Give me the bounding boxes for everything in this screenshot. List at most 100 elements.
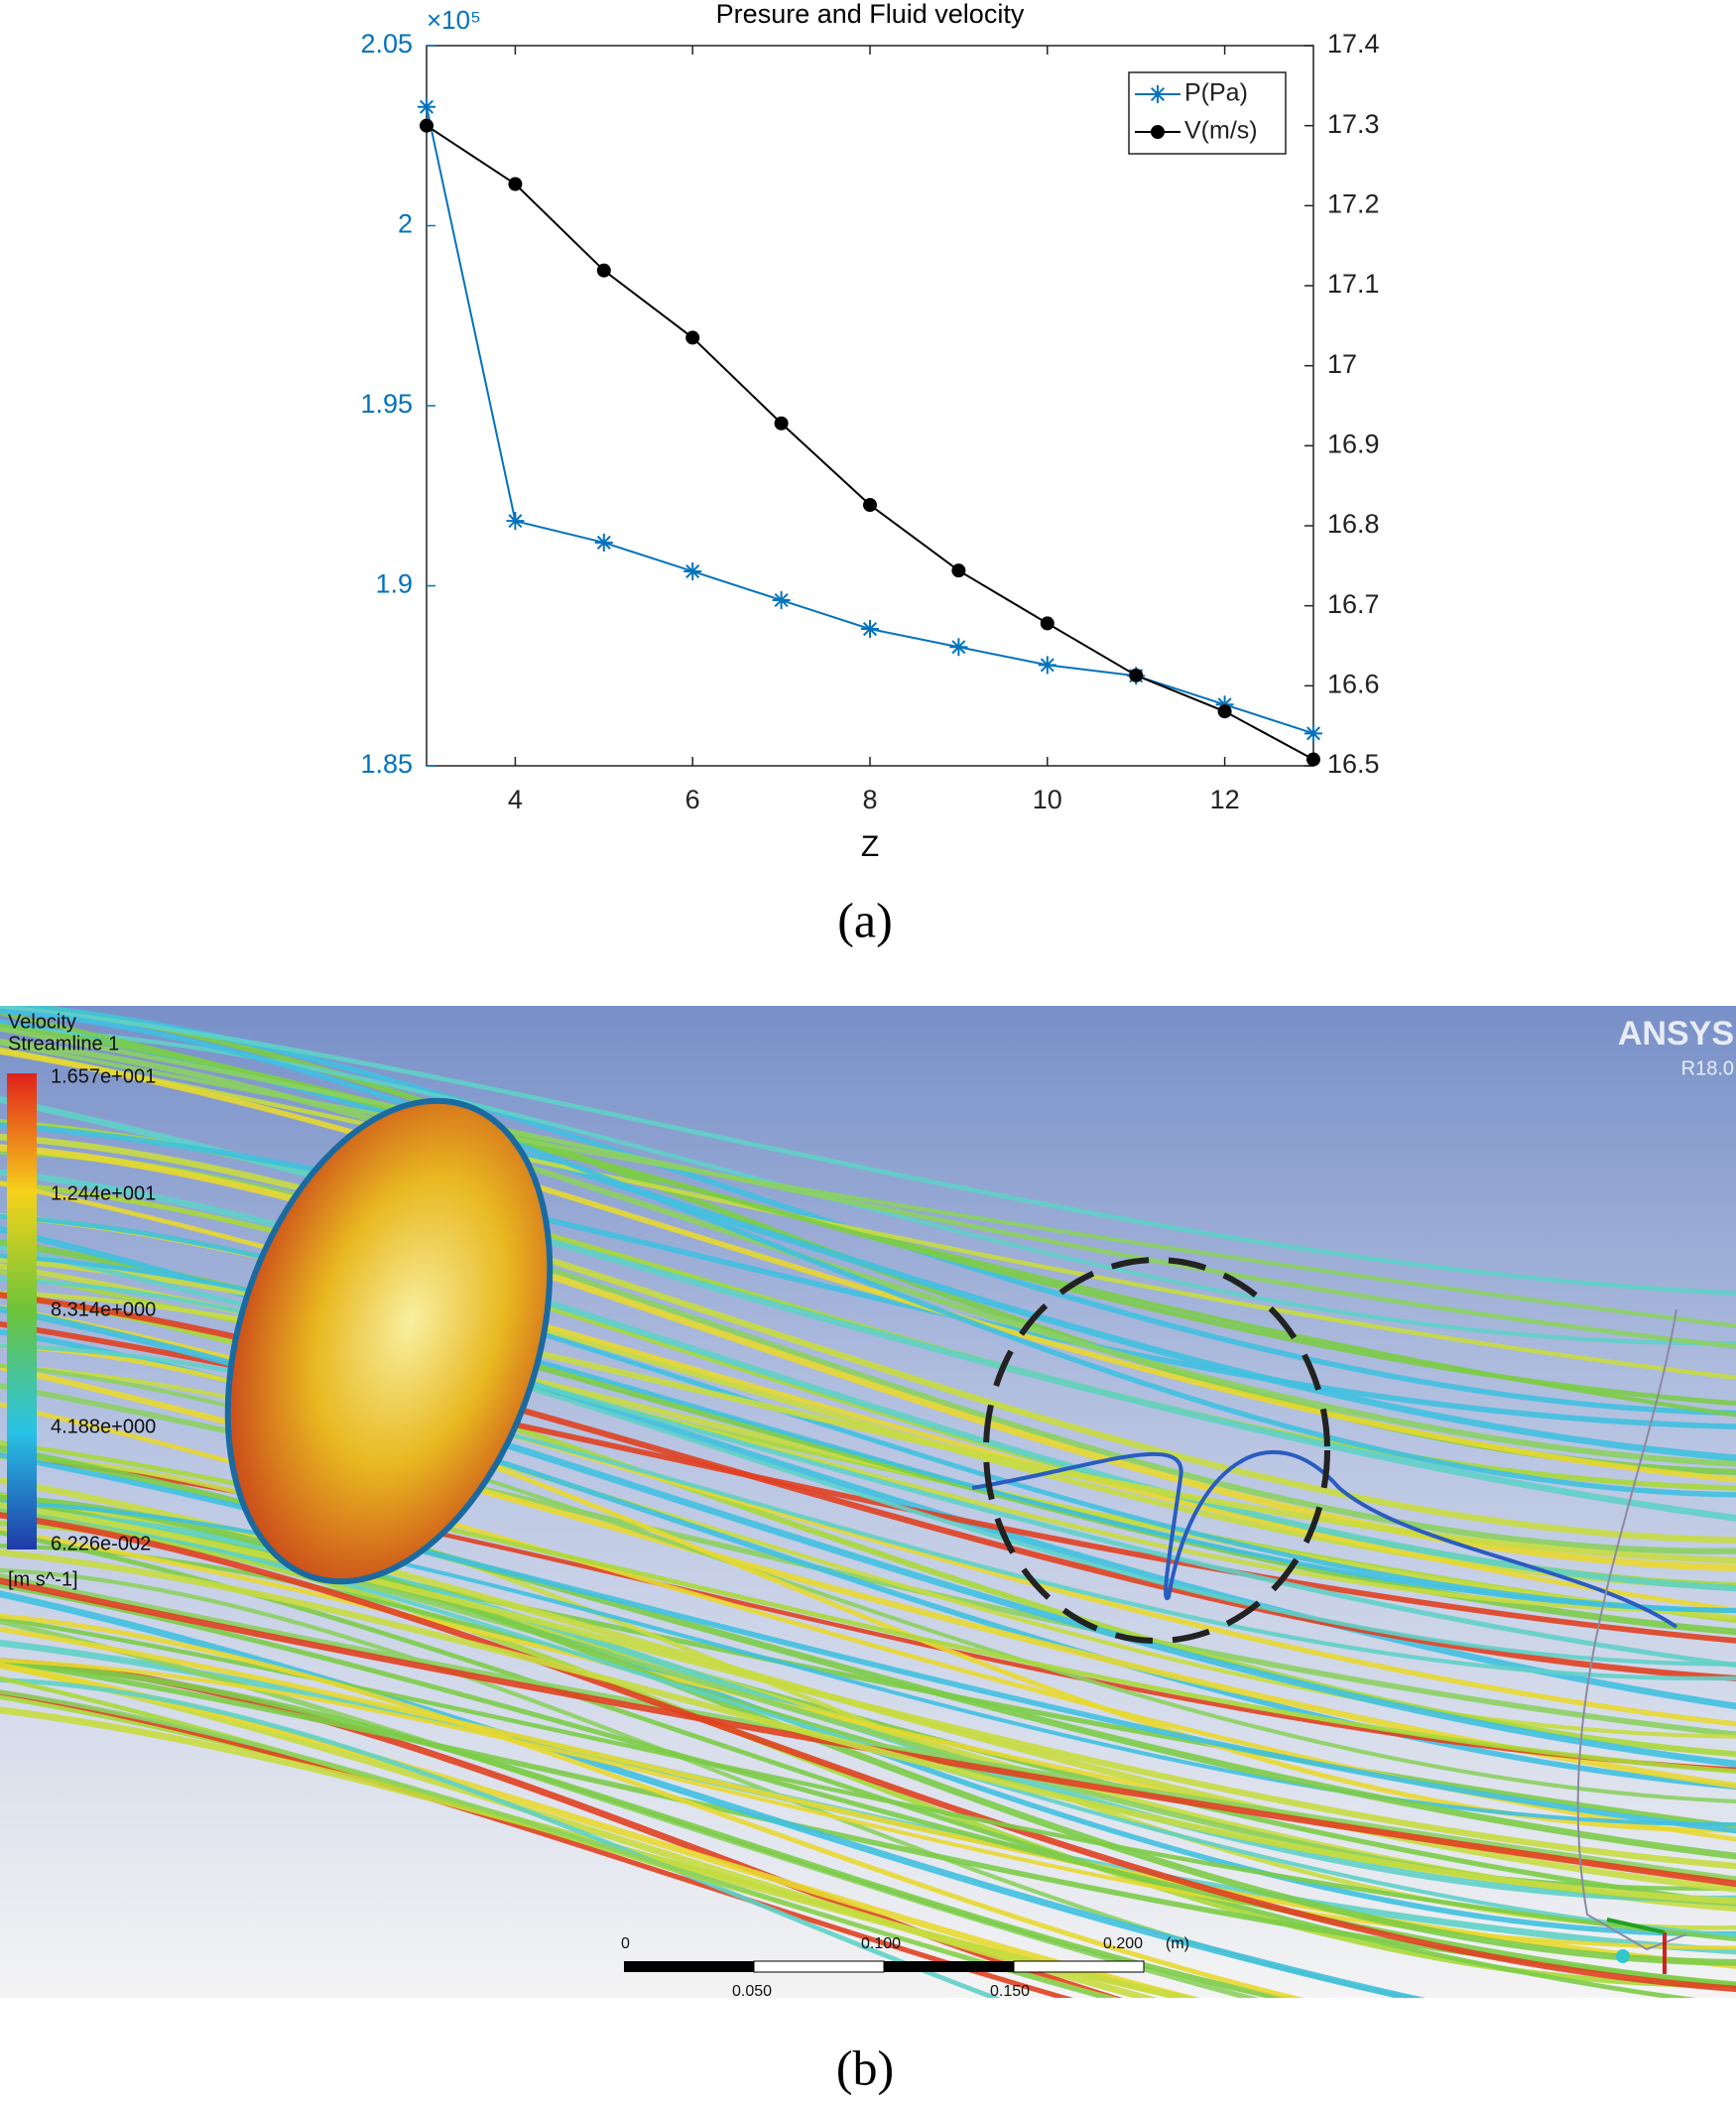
x-tick-label: 6: [685, 785, 700, 814]
colorbar-label: 1.244e+001: [51, 1182, 156, 1204]
y2-tick-label: 16.5: [1327, 749, 1380, 779]
series-line: [426, 124, 1314, 761]
streamline: [0, 1122, 1736, 1429]
brand: ANSYS: [1618, 1015, 1734, 1053]
colorbar-label: 4.188e+000: [51, 1416, 156, 1437]
colorbar-unit: [m s^-1]: [8, 1568, 78, 1590]
axis-triad: [1606, 1918, 1666, 1934]
marker: [1217, 704, 1232, 719]
y2-tick-label: 17: [1327, 349, 1357, 379]
y2-tick-label: 16.9: [1327, 429, 1380, 458]
streamline: [0, 1023, 1736, 1407]
streamline: [0, 1041, 1736, 1328]
legend-subtitle: Streamline 1: [8, 1033, 119, 1054]
streamline: [0, 1169, 1736, 1592]
colorbar-label: 8.314e+000: [51, 1299, 156, 1320]
streamline: [0, 1254, 1736, 1613]
simulation-image: Velocity Streamline 1 1.657e+001 1.244e+…: [0, 1006, 1736, 2000]
y2-tick-label: 17.1: [1327, 269, 1380, 299]
marker: [951, 563, 966, 578]
chart-title: Presure and Fluid velocity: [716, 0, 1025, 29]
marker: [1304, 724, 1322, 743]
streamline: [0, 1706, 1199, 1998]
streamline: [0, 1277, 1736, 1667]
scale-bar: [753, 1960, 885, 1973]
streamline: [971, 1449, 1678, 1629]
streamline: [0, 1439, 1736, 1775]
scale-label: 0.200: [1103, 1935, 1143, 1952]
version: R18.0: [1681, 1057, 1734, 1079]
y2-tick-label: 17.3: [1327, 109, 1380, 139]
legend-label: V(m/s): [1184, 117, 1258, 145]
x-tick-label: 8: [862, 785, 877, 814]
marker: [596, 263, 611, 278]
colorbar-label: 6.226e-002: [51, 1533, 151, 1554]
scale-unit: (m): [1166, 1935, 1189, 1952]
streamline: [0, 1363, 1736, 1803]
colorbar-label: 1.657e+001: [51, 1065, 156, 1087]
streamline: [0, 1049, 1736, 1483]
streamline: [0, 1363, 1736, 1790]
scale-sublabel: 0.050: [732, 1983, 772, 2000]
y-tick-label: 1.95: [360, 389, 413, 419]
streamline: [0, 1292, 1736, 1681]
marker: [594, 533, 613, 552]
streamline: [0, 1256, 1736, 1564]
legend-marker: [1149, 85, 1167, 103]
marker: [420, 118, 434, 133]
marker: [1306, 752, 1320, 767]
streamline: [0, 1662, 1201, 1998]
streamline: [0, 1291, 1736, 1614]
impeller: [224, 1097, 554, 1585]
streamline: [0, 1567, 1424, 1998]
streamline: [0, 1661, 1294, 1998]
streamline: [0, 1343, 1736, 1681]
streamline: [0, 1134, 1736, 1544]
marker: [508, 177, 523, 191]
streamline: [0, 1304, 1736, 1727]
streamline: [0, 1444, 1736, 1860]
marker: [774, 416, 789, 431]
caption: (a): [837, 892, 893, 947]
legend-title: Velocity: [8, 1011, 76, 1033]
scale-label: 0: [621, 1935, 630, 1952]
marker: [1038, 656, 1056, 675]
x-tick-label: 10: [1033, 785, 1062, 814]
streamline: [0, 1502, 1736, 1870]
streamline: [0, 1452, 1736, 1834]
marker: [685, 330, 700, 345]
domain-outline: [1576, 1308, 1687, 1951]
dashed-circle: [983, 1257, 1330, 1644]
streamline: [0, 1689, 1115, 1998]
scale-bar: [1013, 1960, 1145, 1973]
streamline: [0, 1504, 1736, 1938]
y2-tick-label: 17.4: [1327, 29, 1380, 59]
y2-tick-label: 16.8: [1327, 509, 1380, 539]
y2-tick-label: 17.2: [1327, 188, 1380, 218]
scale-label: 0.100: [861, 1935, 901, 1952]
streamline: [0, 1006, 1736, 1297]
marker: [683, 561, 702, 580]
marker: [949, 638, 968, 657]
y-tick-label: 1.85: [360, 749, 413, 779]
streamline: [0, 1343, 1736, 1833]
x-axis-label: Z: [861, 830, 879, 863]
streamline: [0, 1305, 1736, 1768]
y-offset-text: ×10⁵: [427, 5, 481, 35]
streamline: [0, 1582, 1736, 1989]
series-line: [426, 106, 1314, 735]
streamline: [0, 1500, 1736, 1826]
marker: [863, 498, 877, 513]
scale-bar: [884, 1961, 1014, 1972]
legend-box: [1128, 71, 1287, 155]
streamline: [0, 1689, 1074, 1998]
streamline: [0, 1677, 1002, 1998]
streamline: [0, 1549, 1736, 1905]
y-tick-label: 2.05: [360, 29, 413, 59]
y-tick-label: 2: [398, 209, 413, 239]
streamline: [0, 1027, 1736, 1349]
marker: [772, 591, 791, 610]
axis-triad: [1616, 1949, 1630, 1963]
streamline: [0, 1180, 1736, 1613]
